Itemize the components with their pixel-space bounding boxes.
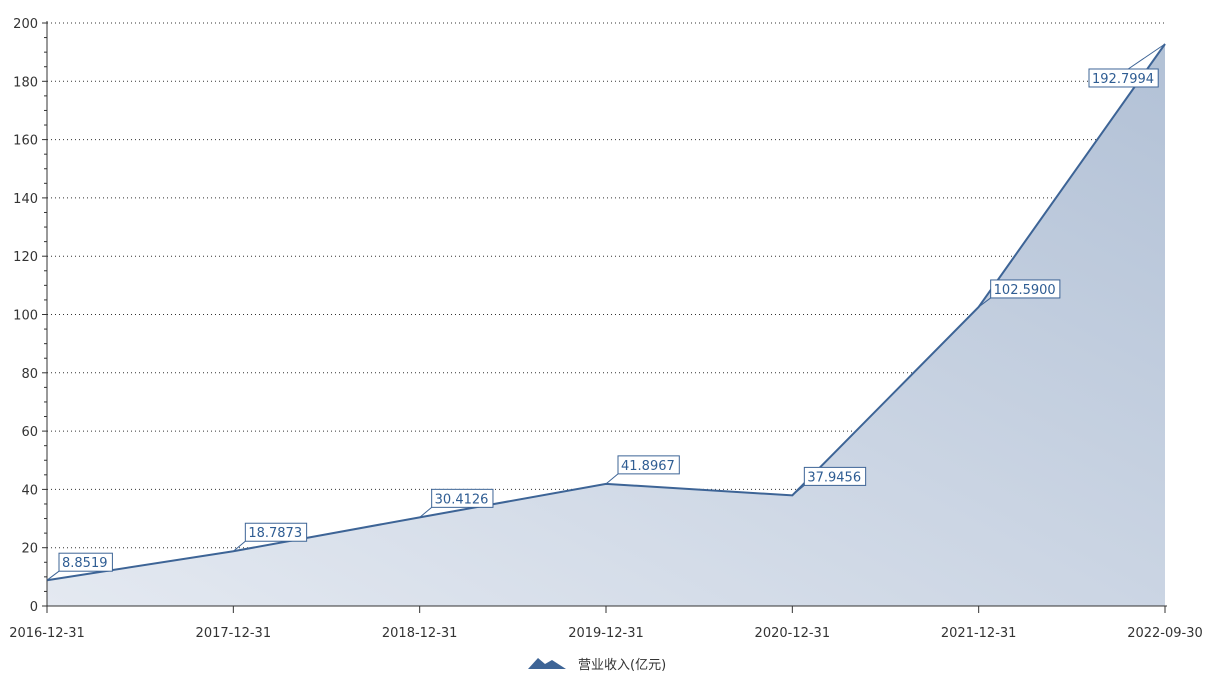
- x-tick-label: 2022-09-30: [1127, 626, 1203, 641]
- axes: 0 20 40 60 80 100 120 140 160 180 200 2016-12-31 201…: [9, 17, 1203, 641]
- x-tick-label: 2018-12-31: [382, 626, 458, 641]
- data-labels: 8.8519 18.7873 30.4126 41.8967 37.9456 102.59…: [46, 43, 1166, 581]
- data-label: 102.5900: [994, 283, 1056, 298]
- legend[interactable]: 营业收入(亿元): [528, 658, 666, 673]
- legend-label[interactable]: 营业收入(亿元): [578, 658, 666, 673]
- x-tick-label: 2017-12-31: [196, 626, 272, 641]
- data-label-box: [990, 279, 1061, 299]
- y-tick-label: 160: [13, 134, 38, 149]
- data-label-box: [431, 488, 494, 508]
- y-tick-label: 40: [21, 483, 38, 498]
- label-leader: [792, 485, 805, 496]
- y-tick-label: 200: [13, 17, 38, 32]
- x-tick-label: 2020-12-31: [755, 626, 831, 641]
- x-tick-label: 2016-12-31: [9, 626, 85, 641]
- data-label: 30.4126: [435, 492, 489, 507]
- y-tick-label: 80: [21, 367, 38, 382]
- x-tick-label: 2021-12-31: [941, 626, 1017, 641]
- data-label-box: [803, 466, 867, 486]
- data-label: 8.8519: [62, 556, 108, 571]
- legend-area-icon[interactable]: [528, 658, 566, 669]
- label-leader: [605, 473, 619, 485]
- y-tick-label: 120: [13, 250, 38, 265]
- label-leader: [233, 540, 246, 552]
- y-tick-label: 180: [13, 75, 38, 90]
- data-label: 192.7994: [1092, 72, 1154, 87]
- series-fill: [47, 43, 1165, 607]
- data-label-box: [617, 455, 680, 475]
- series-area: [46, 43, 1166, 607]
- x-tick-label: 2019-12-31: [568, 626, 644, 641]
- label-leader: [419, 506, 432, 518]
- label-leader: [978, 297, 991, 308]
- data-label: 18.7873: [248, 526, 302, 541]
- y-tick-label: 60: [21, 425, 38, 440]
- y-tick-label: 20: [21, 542, 38, 557]
- data-label-box: [1088, 68, 1159, 88]
- data-label: 41.8967: [621, 459, 675, 474]
- data-label: 37.9456: [807, 470, 861, 485]
- y-tick-label: 100: [13, 309, 38, 324]
- data-label-box: [244, 522, 308, 542]
- y-tick-label: 0: [30, 600, 38, 615]
- data-label-box: [58, 552, 113, 572]
- y-tick-label: 140: [13, 192, 38, 207]
- label-leader: [46, 570, 60, 581]
- label-leader: [1127, 43, 1166, 70]
